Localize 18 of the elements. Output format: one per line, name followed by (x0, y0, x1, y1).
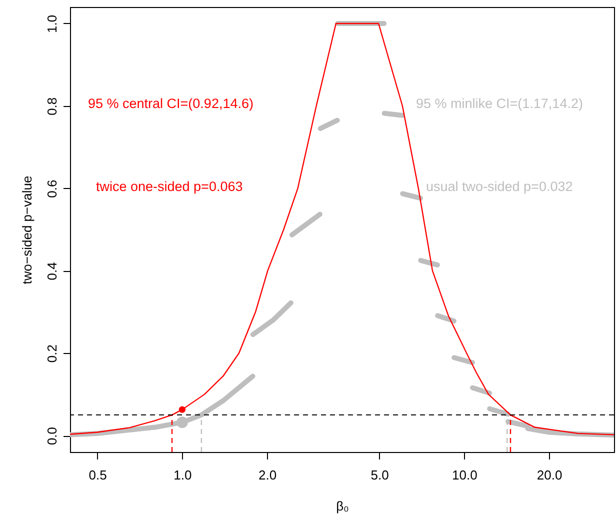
y-tick-label: 0.6 (44, 180, 60, 198)
annotation: 95 % minlike CI=(1.17,14.2) (416, 96, 583, 111)
x-tick-label: 20.0 (536, 468, 562, 482)
x-tick-label: 5.0 (370, 468, 389, 482)
annotation: twice one-sided p=0.063 (96, 179, 243, 194)
y-tick-label: 0.8 (44, 97, 60, 116)
y-axis-title: two−sided p−value (20, 176, 34, 284)
y-tick-label: 0.0 (44, 426, 60, 446)
annotation: usual two-sided p=0.032 (426, 179, 573, 194)
annotation: 95 % central CI=(0.92,14.6) (88, 96, 254, 111)
y-tick-label: 0.2 (44, 344, 60, 363)
x-tick-label: 10.0 (452, 468, 478, 482)
y-tick-label: 0.4 (44, 262, 60, 280)
x-tick-label: 0.5 (88, 468, 107, 482)
y-tick-label: 1.0 (44, 14, 60, 34)
x-tick-label: 2.0 (258, 468, 277, 482)
x-axis-title: β₀ (336, 498, 349, 514)
x-tick-label: 1.0 (174, 468, 192, 482)
